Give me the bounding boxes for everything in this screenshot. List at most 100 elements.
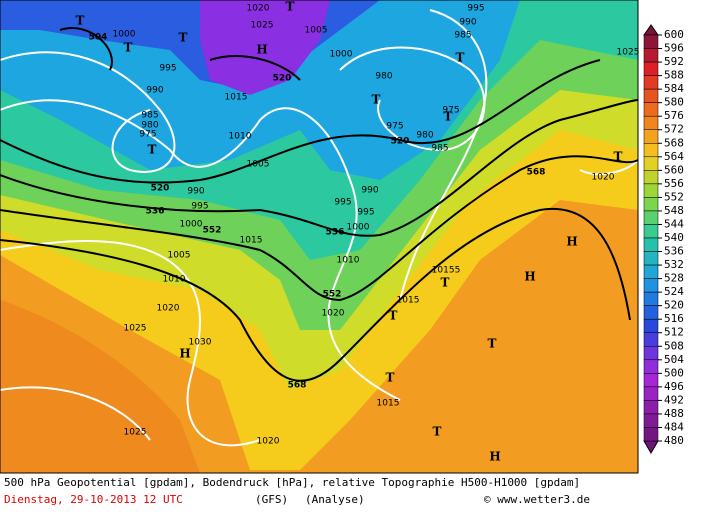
footer-credit: © www.wetter3.de	[484, 493, 590, 506]
colorbar-cell	[643, 318, 659, 333]
pressure-center: T	[124, 41, 133, 55]
contour-label: 1005	[305, 26, 328, 36]
contour-label: 980	[416, 131, 433, 141]
contour-label: 975	[386, 122, 403, 132]
contour-label: 1025	[124, 324, 147, 334]
footer-line: 500 hPa Geopotential [gpdam], Bodendruck…	[4, 476, 580, 489]
colorbar-cell	[643, 305, 659, 320]
isobars	[0, 9, 639, 447]
contour-label: 10155	[432, 266, 461, 276]
isobar	[0, 386, 151, 441]
contour-label: 520	[273, 74, 292, 84]
pressure-center: T	[389, 309, 398, 323]
contour-label: 975	[139, 130, 156, 140]
colorbar-cell	[643, 183, 659, 198]
contour-label: 520	[391, 137, 410, 147]
contour-label: 1025	[251, 21, 274, 31]
contour-label: 1025	[617, 48, 640, 58]
contour-label: 1010	[337, 256, 360, 266]
contour-label: 980	[375, 72, 392, 82]
pressure-center: T	[456, 51, 465, 65]
colorbar-cell	[643, 291, 659, 306]
field-purple	[200, 0, 330, 95]
contour-label: 1015	[225, 93, 248, 103]
colorbar-label: 540	[664, 231, 684, 244]
colorbar-cell	[643, 359, 659, 374]
colorbar-cell	[643, 332, 659, 347]
contour-label: 990	[459, 18, 476, 28]
colorbar-cell	[643, 129, 659, 144]
contour-label: 975	[442, 106, 459, 116]
contour-label: 995	[191, 202, 208, 212]
colorbar-cell	[643, 88, 659, 103]
colorbar-cell	[643, 170, 659, 185]
map-field	[0, 0, 638, 473]
contour-label: 552	[323, 290, 342, 300]
pressure-center: H	[179, 347, 190, 361]
geopotential-contours	[0, 27, 639, 382]
colorbar-cell	[643, 346, 659, 361]
contour-label: 1000	[113, 30, 136, 40]
colorbar-cell	[643, 400, 659, 415]
colorbar-label: 572	[664, 123, 684, 136]
contour-label: 995	[357, 208, 374, 218]
colorbar-label: 568	[664, 136, 684, 149]
colorbar-cell	[643, 75, 659, 90]
isobar	[0, 51, 176, 173]
colorbar-label: 548	[664, 204, 684, 217]
colorbar-cell	[643, 48, 659, 63]
colorbar-label: 524	[664, 285, 684, 298]
colorbar-label: 556	[664, 177, 684, 190]
contour-label: 552	[203, 226, 222, 236]
colorbar-cell	[643, 197, 659, 212]
contour-label: 1000	[330, 50, 353, 60]
contour-label: 1025	[124, 428, 147, 438]
contour-label: 1000	[180, 220, 203, 230]
contour-label: 1020	[257, 437, 280, 447]
contour	[59, 27, 113, 71]
pressure-center: H	[256, 43, 267, 57]
colorbar-label: 532	[664, 258, 684, 271]
colorbar-label: 504	[664, 353, 684, 366]
contour-label: 568	[288, 381, 307, 391]
isobar	[0, 240, 261, 447]
contour-label: 985	[431, 144, 448, 154]
contour-label: 995	[467, 4, 484, 14]
map-frame	[0, 0, 639, 474]
contour-label: 980	[141, 121, 158, 131]
isobar	[0, 99, 401, 401]
colorbar-label: 584	[664, 82, 684, 95]
contour-label: 1020	[157, 304, 180, 314]
colorbar-label: 512	[664, 326, 684, 339]
colorbar-label: 484	[664, 420, 684, 433]
colorbar-label: 592	[664, 55, 684, 68]
footer-date: Dienstag, 29-10-2013 12 UTC	[4, 493, 183, 506]
footer-run: (Analyse)	[305, 493, 365, 506]
contour-label: 1010	[163, 275, 186, 285]
contour-label: 995	[159, 64, 176, 74]
contour-label: 536	[146, 207, 165, 217]
pressure-center: H	[566, 235, 577, 249]
colorbar-label: 576	[664, 109, 684, 122]
colorbar-cell	[643, 102, 659, 117]
colorbar-cell	[643, 427, 659, 442]
contour-label: 1010	[229, 132, 252, 142]
footer: 500 hPa Geopotential [gpdam], Bodendruck…	[4, 476, 590, 506]
pressure-center: T	[386, 371, 395, 385]
colorbar-cell	[643, 34, 659, 49]
colorbar-label: 480	[664, 434, 684, 447]
colorbar-cell	[643, 210, 659, 225]
colorbar-label: 508	[664, 339, 684, 352]
colorbar-cell	[643, 115, 659, 130]
colorbar-cell	[643, 143, 659, 158]
contour-label: 995	[334, 198, 351, 208]
contour-label: 1000	[347, 223, 370, 233]
map-labels: 504 520 536 552 520 520 536 552 568 568 1000 995 990…	[76, 0, 640, 464]
colorbar: 6005965925885845805765725685645605565525…	[643, 24, 684, 454]
colorbar-label: 516	[664, 312, 684, 325]
contour	[0, 207, 631, 382]
colorbar-cell	[643, 251, 659, 266]
pressure-center: H	[489, 450, 500, 464]
